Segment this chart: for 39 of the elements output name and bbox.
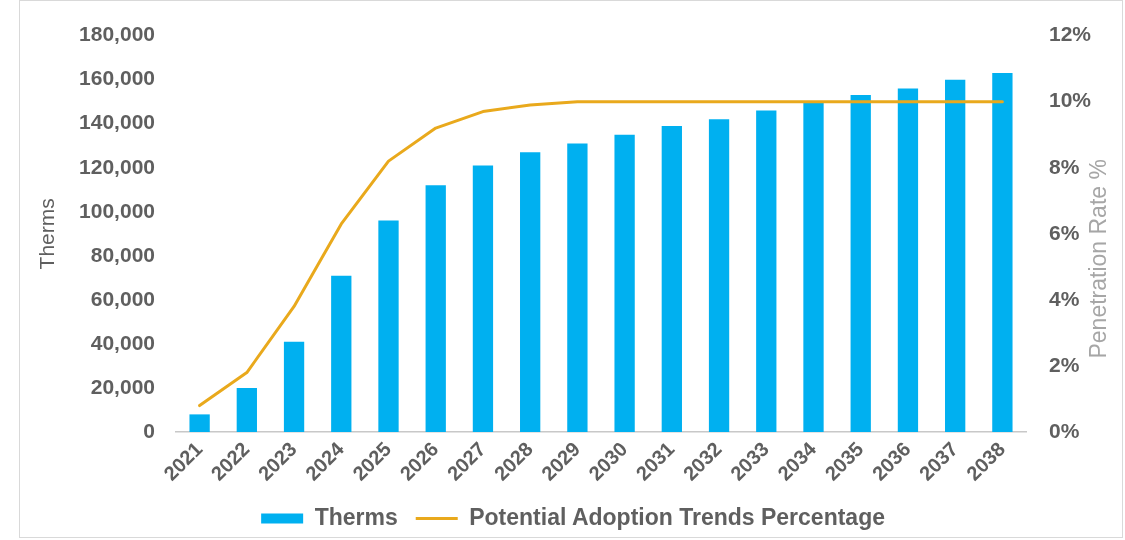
y2-tick-label: 12% [1049, 22, 1092, 46]
y-tick-label: 180,000 [79, 22, 155, 46]
bar [283, 341, 305, 432]
bar [803, 101, 824, 432]
y-tick-label: 100,000 [79, 198, 155, 222]
y2-tick-label: 6% [1049, 220, 1080, 244]
y2-tick-label: 8% [1049, 154, 1080, 178]
y-tick-label: 140,000 [79, 110, 155, 134]
y-tick-label: 120,000 [79, 154, 155, 178]
y-tick-label: 80,000 [90, 242, 155, 266]
bar [992, 73, 1013, 432]
y2-tick-label: 4% [1049, 286, 1080, 310]
bar [425, 185, 446, 432]
y-tick-label: 60,000 [90, 286, 155, 310]
legend-label: Potential Adoption Trends Percentage [469, 503, 885, 530]
bar [756, 110, 777, 432]
y-tick-label: 40,000 [90, 330, 155, 354]
y-tick-label: 20,000 [90, 374, 155, 398]
bar [520, 152, 541, 432]
y-tick-label: 0 [143, 418, 155, 442]
bar [378, 220, 399, 432]
y2-tick-label: 0% [1049, 418, 1080, 442]
legend-label: Therms [314, 503, 398, 530]
bar [661, 125, 682, 432]
bar [331, 275, 352, 432]
bar [897, 88, 919, 432]
bar [567, 143, 588, 432]
bar [708, 119, 730, 432]
y-tick-label: 160,000 [79, 66, 155, 90]
y2-tick-label: 2% [1049, 352, 1080, 376]
y-axis-title: Therms [35, 198, 59, 270]
y2-axis-title: Penetration Rate % [1085, 159, 1112, 359]
bar [236, 387, 257, 432]
bar [945, 79, 966, 432]
bar [850, 95, 871, 432]
bar [614, 134, 635, 432]
bar [472, 165, 494, 432]
bar [189, 414, 210, 432]
y2-tick-label: 10% [1049, 88, 1092, 112]
